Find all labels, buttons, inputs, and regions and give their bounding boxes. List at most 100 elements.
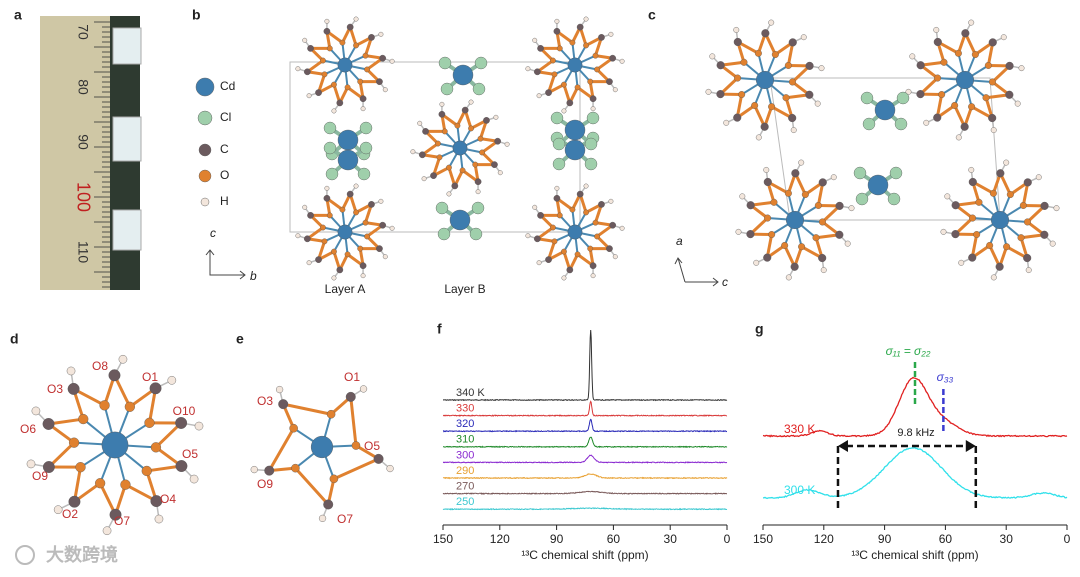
atom [612, 254, 618, 260]
atom [150, 442, 162, 453]
bond [349, 396, 358, 446]
trace-label: 300 [456, 449, 474, 461]
atom [336, 266, 344, 274]
atom [782, 94, 790, 102]
atom [504, 141, 510, 147]
atom [1023, 253, 1032, 263]
atom [483, 117, 490, 124]
atom [53, 505, 63, 514]
atom [733, 26, 740, 33]
atom [1053, 205, 1060, 212]
watermark: 大数跨境 [46, 544, 118, 565]
atom [805, 90, 814, 99]
x-tick-label: 0 [1064, 532, 1071, 546]
atom [991, 210, 1010, 229]
atom [373, 453, 384, 464]
atom [440, 82, 454, 96]
atom [554, 185, 560, 191]
legend-label: O [220, 168, 229, 182]
spectrum [442, 490, 727, 495]
spectrum [443, 329, 728, 402]
atom [576, 23, 584, 31]
atom-label: O7 [337, 512, 353, 526]
atom [760, 122, 769, 131]
atom [307, 212, 314, 219]
atom [1017, 234, 1025, 242]
atom [944, 193, 951, 200]
spectrum [442, 473, 728, 480]
crystal [112, 27, 142, 65]
atom [589, 262, 597, 270]
atom [968, 166, 975, 173]
atom [818, 253, 827, 263]
atom [326, 212, 333, 219]
atom [315, 89, 322, 96]
atom [771, 51, 779, 59]
x-axis-label: ¹³C chemical shift (ppm) [521, 548, 648, 562]
legend-marker [195, 77, 215, 97]
atom [1003, 243, 1011, 251]
atom [564, 119, 586, 141]
atom [956, 70, 975, 89]
atom [874, 99, 896, 121]
atom [969, 214, 977, 222]
atom [592, 52, 599, 59]
atom [960, 122, 969, 131]
atom [739, 193, 746, 200]
atom [410, 149, 416, 155]
legend-marker [197, 110, 213, 126]
atom [619, 58, 625, 64]
atom [359, 121, 373, 135]
atom [951, 101, 959, 109]
atom [801, 191, 809, 199]
atom-label: O7 [114, 514, 130, 528]
atom [536, 260, 542, 266]
legend-marker [198, 143, 212, 157]
spectrum [442, 418, 727, 433]
atom [990, 127, 997, 134]
atom [552, 137, 566, 151]
atom [494, 137, 501, 145]
trace-label: 330 [456, 403, 474, 415]
atom [768, 231, 776, 239]
x-tick-label: 60 [607, 532, 621, 546]
legend-label: C [220, 142, 229, 156]
atom-label: O2 [62, 507, 78, 521]
atom [995, 262, 1004, 271]
atom [894, 117, 908, 131]
atom [988, 113, 997, 123]
bond [333, 457, 380, 481]
atom [359, 141, 373, 155]
atom [587, 245, 594, 252]
atom [830, 174, 837, 181]
atom [738, 91, 746, 99]
atom [1023, 178, 1032, 187]
atom [337, 149, 359, 171]
atom [362, 52, 369, 59]
atom [357, 78, 364, 85]
atom [788, 78, 796, 86]
atom [351, 441, 361, 450]
axis-label: b [250, 269, 257, 283]
atom [278, 399, 289, 410]
atom [382, 87, 388, 93]
atom [95, 478, 106, 489]
atom [566, 99, 574, 107]
atom [323, 121, 337, 135]
trace-label: 270 [456, 481, 474, 493]
bond [282, 402, 332, 416]
atom [1003, 159, 1010, 166]
atom [175, 417, 188, 429]
atom [339, 206, 346, 213]
ruler-label: 100 [73, 182, 93, 212]
atom [99, 400, 110, 411]
atom [933, 113, 942, 122]
atom [534, 235, 541, 243]
atom [705, 88, 712, 95]
atom [1025, 267, 1032, 274]
atom [479, 149, 485, 156]
atom [446, 191, 452, 197]
atom-label: O3 [257, 394, 273, 408]
legend-label: H [220, 194, 229, 208]
atom [923, 119, 930, 126]
